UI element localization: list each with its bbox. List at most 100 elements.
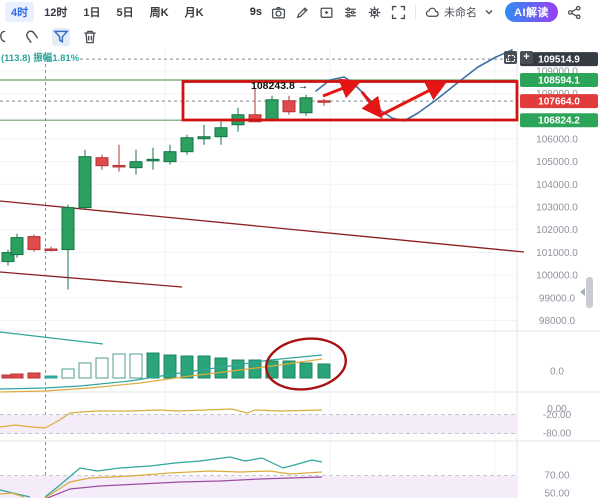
volume-bar <box>146 352 160 379</box>
candle-down <box>27 236 41 251</box>
cloud-icon <box>425 5 440 20</box>
timeframe-tabs: 4时 12时 1日 5日 周K 月K <box>0 2 210 22</box>
price-badge-label: 106824.2 <box>538 116 580 127</box>
axis-tick-label: 100000.0 <box>536 271 578 282</box>
candle-down <box>317 100 331 103</box>
axis-tick-label: 104000.0 <box>536 180 578 191</box>
candle-down <box>112 164 126 168</box>
restore-latest-button[interactable] <box>504 51 517 64</box>
tab-12h[interactable]: 12时 <box>44 7 68 19</box>
workspace-name: 未命名 <box>444 7 477 19</box>
tab-1d[interactable]: 1日 <box>83 7 101 19</box>
add-panel-icon[interactable] <box>319 5 334 20</box>
trendline <box>0 271 183 288</box>
toolbar-tools: 9s 未命名 <box>250 2 600 22</box>
fullscreen-icon[interactable] <box>391 5 406 20</box>
axis-tick-label: 102000.0 <box>536 225 578 236</box>
candle-up <box>197 136 211 140</box>
oscillator-line-teal <box>44 456 323 498</box>
axis-tick-label: 106000.0 <box>536 134 578 145</box>
volume-bar <box>129 353 143 379</box>
price-badge <box>520 113 598 128</box>
volume-ma-teal <box>0 354 323 390</box>
price-badge <box>520 52 598 67</box>
axis-tick-label: 99000.0 <box>539 293 576 304</box>
sub-axis-label: -20.00 <box>543 410 572 421</box>
filter-tool-icon[interactable] <box>52 27 70 46</box>
oscillator-band <box>0 476 517 498</box>
candle-up <box>180 137 194 153</box>
annotation-arrow <box>322 78 362 99</box>
axis-scrollbar[interactable] <box>586 277 593 308</box>
trendline <box>0 200 525 253</box>
annotation-arrow <box>360 91 383 119</box>
magnet-icon[interactable] <box>23 28 41 46</box>
tab-5d[interactable]: 5日 <box>116 7 134 19</box>
share-icon[interactable] <box>567 5 582 20</box>
gear-icon[interactable] <box>367 5 382 20</box>
volume-bar <box>95 357 109 379</box>
tab-month[interactable]: 月K <box>184 7 204 19</box>
candle-up <box>146 158 160 162</box>
candle-up <box>78 156 92 209</box>
candle-countdown: 9s <box>249 6 262 18</box>
camera-icon[interactable] <box>271 5 286 20</box>
volume-bar <box>282 360 296 379</box>
candle-up <box>129 161 143 169</box>
oscillator-line-yellow <box>44 470 323 498</box>
sub-axis-label: 50.00 <box>544 489 569 498</box>
add-alert-button[interactable]: + <box>520 51 533 64</box>
cursor-tool-icon[interactable] <box>0 28 12 46</box>
price-badge-label: 108594.1 <box>538 76 580 87</box>
volume-bar <box>112 353 126 379</box>
candle-down <box>95 157 109 167</box>
trash-icon[interactable] <box>81 28 99 46</box>
candle-down <box>44 248 58 251</box>
annotation-ellipse <box>265 337 347 391</box>
volume-bar <box>163 354 177 379</box>
volume-bar <box>180 355 194 379</box>
draw-pencil-icon[interactable] <box>295 5 310 20</box>
ai-analysis-button[interactable]: AI解读 <box>505 2 558 22</box>
candle-up <box>265 99 279 121</box>
tab-week[interactable]: 周K <box>149 7 169 19</box>
top-toolbar: 4时 12时 1日 5日 周K 月K 9s <box>0 0 600 24</box>
projection-curve <box>315 49 513 122</box>
sub-axis-label: 70.00 <box>544 471 569 482</box>
annotation-arrow <box>378 81 448 118</box>
volume-bar <box>44 375 58 379</box>
price-badge <box>520 94 598 109</box>
oscillator-line-yellow <box>0 408 323 429</box>
candle-up <box>214 127 228 138</box>
volume-bar <box>197 355 211 379</box>
volume-teal-desc <box>0 331 104 345</box>
drawing-toolbar <box>0 25 200 48</box>
volume-bar <box>299 362 313 379</box>
candle-up <box>299 97 313 114</box>
price-badge-label: 107664.0 <box>538 97 580 108</box>
axis-tick-label: 103000.0 <box>536 203 578 214</box>
candle-down <box>282 100 296 113</box>
candle-up <box>10 237 24 256</box>
price-badge <box>520 73 598 88</box>
indicator-settings-icon[interactable] <box>343 5 358 20</box>
workspace-selector[interactable]: 未命名 <box>425 4 496 20</box>
sub-axis-label: -80.00 <box>543 429 572 440</box>
oscillator-line-yellow_stub <box>0 492 25 498</box>
collapse-arrow-icon[interactable] <box>580 288 585 296</box>
tab-4h[interactable]: 4时 <box>5 2 35 22</box>
toolbar-divider <box>415 5 416 19</box>
candle-down <box>248 114 262 123</box>
chevron-down-icon <box>481 5 496 20</box>
axis-tick-label: 105000.0 <box>536 157 578 168</box>
oscillator-line-purple <box>45 476 323 498</box>
axis-tick-label: 101000.0 <box>536 248 578 259</box>
high-price-callout: 108243.8 → <box>251 80 308 92</box>
volume-bar <box>231 359 245 379</box>
sub-axis-label: 0.00 <box>547 404 567 415</box>
ohlc-legend: (113.8) 振幅1.81% <box>1 53 80 64</box>
candle-up <box>61 207 75 251</box>
volume-bar <box>27 372 41 379</box>
